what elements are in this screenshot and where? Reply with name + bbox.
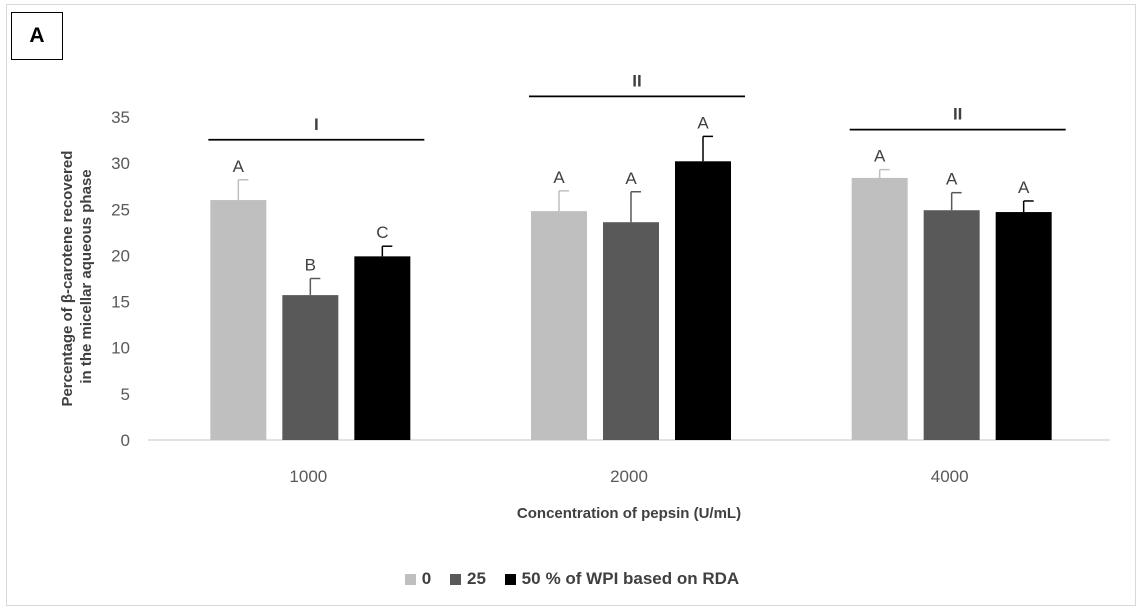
y-tick-label: 30 (111, 154, 130, 173)
bar-0-1000 (210, 200, 267, 440)
y-tick-label: 0 (121, 431, 130, 450)
x-tick-label: 4000 (931, 467, 969, 486)
bar-0-2000 (531, 211, 587, 440)
y-tick-label: 15 (111, 293, 130, 312)
significance-letter: A (697, 113, 709, 132)
panel-label: A (11, 12, 63, 60)
legend-item-50: 50 % of WPI based on RDA (504, 569, 740, 589)
legend: 0 25 50 % of WPI based on RDA (0, 569, 1144, 590)
bar-0-4000 (851, 177, 908, 440)
bars-layer: A B C A A A A A A (210, 113, 1052, 440)
x-tick-labels: 1000 2000 4000 (289, 467, 968, 486)
significance-letter: A (946, 170, 958, 189)
x-tick-label: 2000 (610, 467, 648, 486)
bar-25-4000 (923, 210, 980, 440)
significance-letter: C (376, 223, 388, 242)
legend-item-25: 25 (450, 569, 486, 589)
legend-label-50: 50 (521, 569, 541, 588)
y-axis-title: Percentage of β-carotene recovered in th… (59, 146, 95, 406)
y-tick-label: 10 (111, 339, 130, 358)
y-tick-label: 20 (111, 246, 130, 265)
chart-frame (6, 4, 1136, 606)
group-label: II (953, 105, 962, 124)
group-label: II (632, 71, 641, 90)
significance-letter: A (1018, 178, 1030, 197)
significance-letter: A (553, 168, 565, 187)
y-axis-title-line-1: Percentage of β-carotene recovered (59, 151, 76, 407)
x-tick-label: 1000 (289, 467, 327, 486)
group-label: I (314, 115, 319, 134)
legend-label-0: 0 (421, 569, 432, 588)
legend-suffix: % of WPI based on RDA (545, 569, 740, 588)
bar-50-1000 (354, 256, 411, 440)
legend-swatch-50 (504, 573, 516, 585)
x-axis-title: Concentration of pepsin (U/mL) (517, 505, 741, 522)
legend-item-0: 0 (404, 569, 432, 589)
y-tick-label: 35 (111, 108, 130, 127)
legend-swatch-0 (404, 573, 416, 585)
y-axis-title-line-2: in the micellar aqueous phase (78, 169, 95, 383)
y-axis: 0 5 10 15 20 25 30 35 (111, 108, 130, 450)
significance-letter: A (625, 169, 637, 188)
bar-50-2000 (675, 161, 731, 440)
y-tick-label: 5 (121, 385, 130, 404)
legend-swatch-25 (450, 573, 461, 585)
bar-50-4000 (995, 212, 1052, 440)
bar-25-1000 (282, 295, 339, 440)
y-tick-label: 25 (111, 200, 130, 219)
significance-letter: B (305, 256, 316, 275)
bar-25-2000 (603, 222, 659, 440)
significance-letter: A (874, 147, 886, 166)
legend-label-25: 25 (467, 569, 486, 588)
significance-letter: A (233, 157, 245, 176)
